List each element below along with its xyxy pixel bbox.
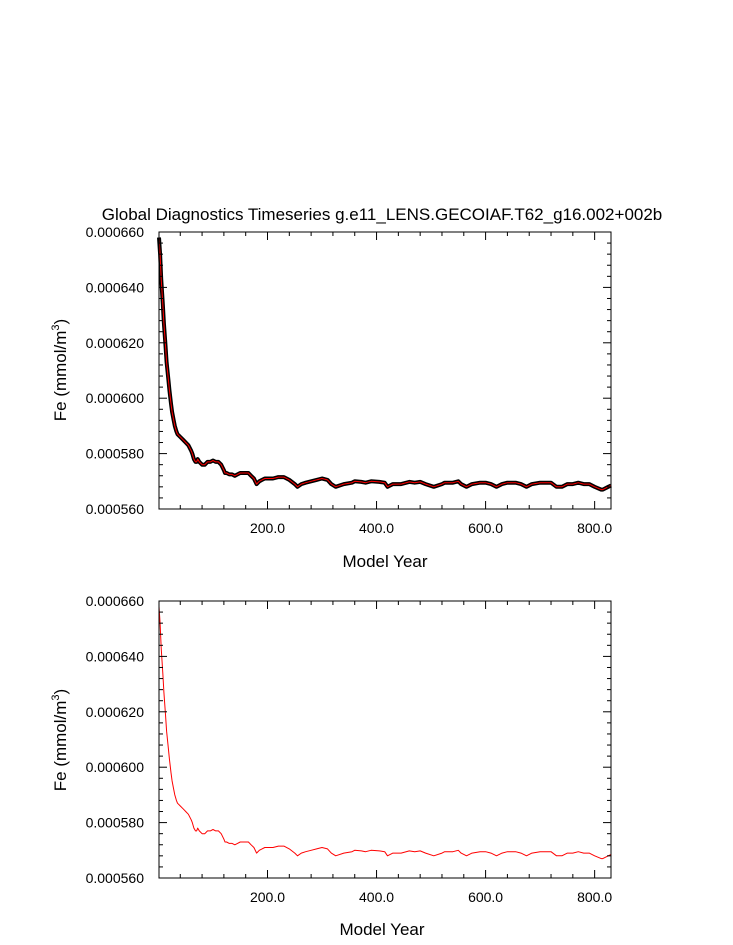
y-tick-label: 0.000660 bbox=[86, 224, 145, 240]
y-axis-label: Fe (mmol/m3) bbox=[50, 319, 70, 421]
y-tick-label: 0.000640 bbox=[86, 648, 145, 664]
y-tick-label: 0.000620 bbox=[86, 335, 145, 351]
y-tick-label: 0.000660 bbox=[86, 593, 145, 609]
plot-frame bbox=[158, 231, 612, 510]
figure-title: Global Diagnostics Timeseries g.e11_LENS… bbox=[102, 205, 663, 224]
x-tick-label: 200.0 bbox=[250, 520, 285, 536]
y-tick-label: 0.000560 bbox=[86, 870, 145, 886]
series-line-0 bbox=[158, 606, 612, 860]
x-tick-label: 800.0 bbox=[577, 889, 612, 905]
y-axis-label: Fe (mmol/m3) bbox=[50, 689, 70, 791]
x-tick-label: 400.0 bbox=[359, 889, 394, 905]
y-axis-label-superscript: 3 bbox=[50, 324, 62, 330]
y-tick-label: 0.000620 bbox=[86, 704, 145, 720]
x-tick-label: 600.0 bbox=[468, 520, 503, 536]
x-tick-label: 800.0 bbox=[577, 520, 612, 536]
axis-ticks: 200.0 400.0 600.0 800.0 0.000560 0.000580 0.00… bbox=[86, 593, 613, 905]
y-tick-label: 0.000580 bbox=[86, 815, 145, 831]
y-axis-label-superscript: 3 bbox=[50, 694, 62, 700]
y-axis-label-close: ) bbox=[51, 319, 70, 325]
y-axis-label-base: Fe (mmol/m bbox=[51, 331, 70, 422]
chart-panel-bottom: 200.0 400.0 600.0 800.0 0.000560 0.000580 0.00… bbox=[50, 593, 612, 939]
x-tick-label: 600.0 bbox=[468, 889, 503, 905]
y-tick-label: 0.000640 bbox=[86, 279, 145, 295]
y-tick-label: 0.000600 bbox=[86, 390, 145, 406]
series-layer bbox=[157, 237, 612, 492]
y-axis-label-close: ) bbox=[51, 689, 70, 695]
series-layer bbox=[158, 606, 612, 860]
x-tick-label: 400.0 bbox=[359, 520, 394, 536]
series-line-1 bbox=[158, 237, 612, 491]
x-axis-label: Model Year bbox=[339, 920, 424, 939]
y-tick-label: 0.000580 bbox=[86, 446, 145, 462]
y-tick-label: 0.000600 bbox=[86, 759, 145, 775]
axis-ticks: 200.0 400.0 600.0 800.0 0.000560 0.000580 0.00… bbox=[86, 224, 613, 536]
y-axis-label-base: Fe (mmol/m bbox=[51, 701, 70, 792]
plot-frame bbox=[158, 600, 612, 879]
x-axis-label: Model Year bbox=[342, 552, 427, 571]
chart-panel-top: 200.0 400.0 600.0 800.0 0.000560 0.000580 0.00… bbox=[50, 224, 612, 571]
y-tick-label: 0.000560 bbox=[86, 501, 145, 517]
x-tick-label: 200.0 bbox=[250, 889, 285, 905]
